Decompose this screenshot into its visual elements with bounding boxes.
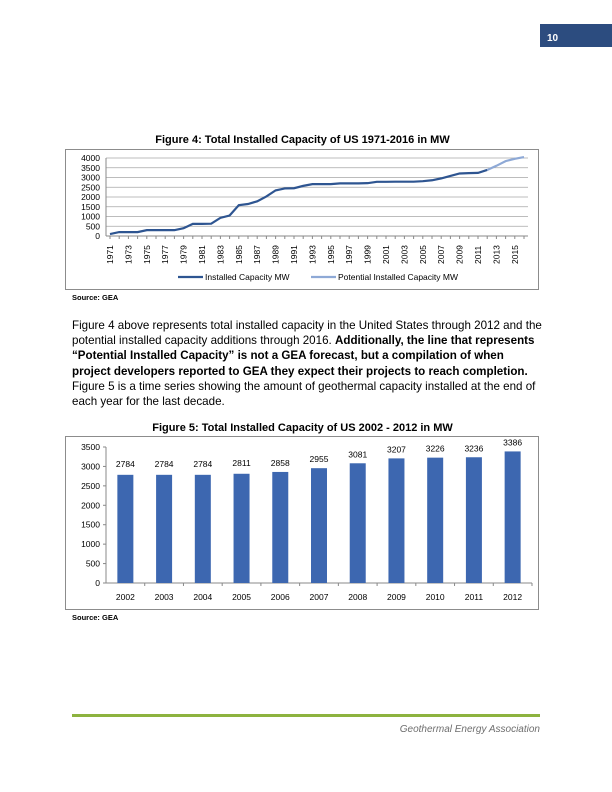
x-tick-label: 2011 xyxy=(473,245,483,264)
para-text-1: Figure 4 above represents total installe… xyxy=(72,319,542,348)
data-label: 2784 xyxy=(116,459,135,469)
x-tick-label: 2006 xyxy=(271,592,290,602)
data-label: 2811 xyxy=(232,458,251,468)
bar xyxy=(311,468,327,583)
series-line-0 xyxy=(109,168,488,236)
x-tick-label: 1993 xyxy=(307,245,317,264)
x-tick-label: 2013 xyxy=(491,245,501,264)
x-tick-label: 2005 xyxy=(232,592,251,602)
x-tick-label: 1995 xyxy=(326,245,336,264)
x-tick-label: 2007 xyxy=(310,592,329,602)
bar xyxy=(117,474,134,583)
x-tick-label: 1975 xyxy=(142,245,152,264)
bar xyxy=(272,471,289,583)
figure4-source: Source: GEA xyxy=(72,293,119,302)
figure4-chart: 0 500 1000 1500 2000 2500 3000 3500 4000 1971 1973… xyxy=(65,149,539,290)
data-label: 3081 xyxy=(348,449,367,459)
y-tick-label: 1000 xyxy=(81,539,100,549)
para-bold: Additionally, the line that represents “… xyxy=(72,334,535,378)
x-tick-label: 1989 xyxy=(271,245,281,264)
body-paragraph: Figure 4 above represents total installe… xyxy=(72,318,542,409)
footer-text: Geothermal Energy Association xyxy=(399,724,540,735)
x-tick-label: 2009 xyxy=(387,592,406,602)
y-tick-label: 2000 xyxy=(81,192,100,202)
y-tick-label: 2500 xyxy=(81,182,100,192)
para-text-2: Figure 5 is a time series showing the am… xyxy=(72,379,536,409)
x-tick-label: 1999 xyxy=(363,245,373,264)
x-tick-label: 1991 xyxy=(289,245,299,264)
y-tick-label: 3500 xyxy=(81,163,100,173)
figure5-chart: 0 500 1000 1500 2000 2500 3000 3500 2784 2002 2784… xyxy=(65,436,539,610)
footer-rule xyxy=(72,714,540,717)
y-tick-label: 0 xyxy=(95,578,100,588)
data-label: 2858 xyxy=(271,458,290,468)
legend-label: Installed Capacity MW xyxy=(205,272,290,282)
bar-chart-svg: 0 500 1000 1500 2000 2500 3000 3500 2784 2002 2784… xyxy=(81,437,533,602)
y-tick-label: 4000 xyxy=(81,153,100,163)
bar xyxy=(388,458,405,583)
y-tick-label: 3500 xyxy=(81,442,100,452)
x-tick-label: 1985 xyxy=(234,245,244,264)
x-tick-label: 2007 xyxy=(436,245,446,264)
x-tick-label: 1981 xyxy=(197,245,207,264)
x-tick-label: 2015 xyxy=(510,245,520,264)
y-tick-label: 3000 xyxy=(81,461,100,471)
x-tick-label: 1973 xyxy=(123,245,133,264)
x-tick-label: 2008 xyxy=(348,592,367,602)
bar xyxy=(156,474,173,583)
x-tick-label: 2011 xyxy=(465,592,484,602)
x-tick-label: 1987 xyxy=(252,245,262,264)
x-tick-label: 1997 xyxy=(344,245,354,264)
legend-label: Potential Installed Capacity MW xyxy=(338,272,458,282)
figure4-title: Figure 4: Total Installed Capacity of US… xyxy=(155,134,450,146)
y-tick-label: 1500 xyxy=(81,520,100,530)
data-label: 3226 xyxy=(426,444,445,454)
data-label: 2784 xyxy=(155,459,174,469)
bar xyxy=(194,474,211,583)
bar xyxy=(465,457,482,583)
y-tick-label: 0 xyxy=(95,231,100,241)
x-tick-label: 2003 xyxy=(155,592,174,602)
data-label: 2784 xyxy=(193,459,212,469)
bar xyxy=(427,457,444,583)
x-tick-label: 2003 xyxy=(399,245,409,264)
y-tick-label: 3000 xyxy=(81,173,100,183)
x-tick-label: 2009 xyxy=(455,245,465,264)
x-tick-label: 2005 xyxy=(418,245,428,264)
figure5-title: Figure 5: Total Installed Capacity of US… xyxy=(152,422,453,434)
figure5-source: Source: GEA xyxy=(72,613,119,622)
bar xyxy=(233,473,250,583)
y-tick-label: 1000 xyxy=(81,212,100,222)
x-tick-label: 2012 xyxy=(503,592,522,602)
x-tick-label: 2004 xyxy=(193,592,212,602)
x-tick-label: 1971 xyxy=(105,245,115,264)
series-line-1 xyxy=(486,155,525,171)
y-tick-label: 2000 xyxy=(81,500,100,510)
data-label: 3207 xyxy=(387,444,406,454)
y-tick-label: 500 xyxy=(86,221,100,231)
x-tick-label: 1977 xyxy=(160,245,170,264)
data-label: 3386 xyxy=(503,437,522,447)
x-tick-label: 2010 xyxy=(426,592,445,602)
bar xyxy=(504,451,521,583)
x-tick-label: 2001 xyxy=(381,245,391,264)
y-tick-label: 1500 xyxy=(81,202,100,212)
y-tick-label: 500 xyxy=(86,559,100,569)
x-tick-label: 1983 xyxy=(215,245,225,264)
data-label: 2955 xyxy=(310,454,329,464)
bar xyxy=(349,463,366,583)
y-tick-label: 2500 xyxy=(81,481,100,491)
page-number: 10 xyxy=(540,24,612,47)
x-tick-label: 1979 xyxy=(179,245,189,264)
data-label: 3236 xyxy=(464,443,483,453)
x-tick-label: 2002 xyxy=(116,592,135,602)
